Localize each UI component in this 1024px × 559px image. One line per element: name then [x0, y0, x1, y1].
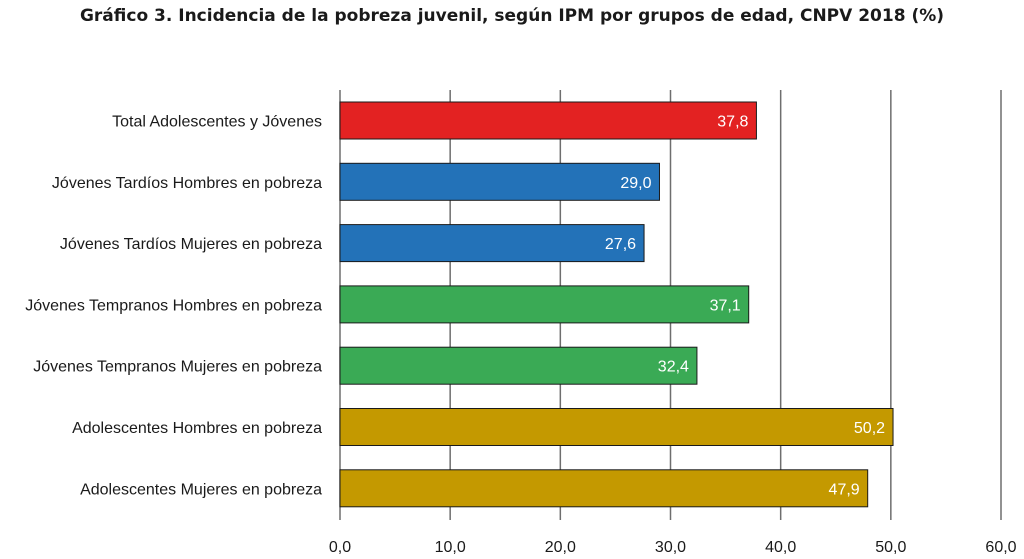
category-label: Jóvenes Tempranos Mujeres en pobreza: [33, 359, 322, 376]
category-label: Adolescentes Mujeres en pobreza: [80, 481, 322, 498]
bar: [339, 346, 698, 385]
bar: [339, 285, 750, 324]
chart-title: Gráfico 3. Incidencia de la pobreza juve…: [79, 6, 945, 26]
category-label: Adolescentes Hombres en pobreza: [72, 420, 322, 437]
category-label: Jóvenes Tempranos Hombres en pobreza: [25, 297, 322, 314]
category-label: Jóvenes Tardíos Mujeres en pobreza: [60, 236, 322, 253]
x-tick-label: 30,0: [655, 539, 686, 556]
bar: [339, 101, 757, 140]
bars: 37,8 29,0 27,6 37,1 32,4 50,2 47,9: [339, 101, 894, 508]
bar: [339, 408, 894, 446]
data-label: 50,2: [854, 420, 885, 437]
bar: [339, 469, 869, 508]
x-tick-label: 50,0: [875, 539, 906, 556]
x-tick-label: 40,0: [765, 539, 796, 556]
x-axis-ticks: 0,0 10,0 20,0 30,0 40,0 50,0 60,0: [329, 514, 1017, 556]
data-label: 29,0: [620, 175, 651, 192]
bar: [339, 224, 645, 263]
bar: [339, 162, 660, 201]
x-tick-label: 10,0: [435, 539, 466, 556]
category-label: Jóvenes Tardíos Hombres en pobreza: [52, 175, 322, 192]
data-label: 37,8: [717, 114, 748, 131]
data-label: 32,4: [658, 359, 689, 376]
data-label: 47,9: [829, 481, 860, 498]
category-label: Total Adolescentes y Jóvenes: [112, 114, 322, 131]
x-tick-label: 20,0: [545, 539, 576, 556]
category-labels: Total Adolescentes y Jóvenes Jóvenes Tard…: [25, 114, 322, 499]
x-tick-label: 0,0: [329, 539, 351, 556]
x-tick-label: 60,0: [985, 539, 1016, 556]
data-label: 27,6: [605, 236, 636, 253]
data-label: 37,1: [710, 297, 741, 314]
